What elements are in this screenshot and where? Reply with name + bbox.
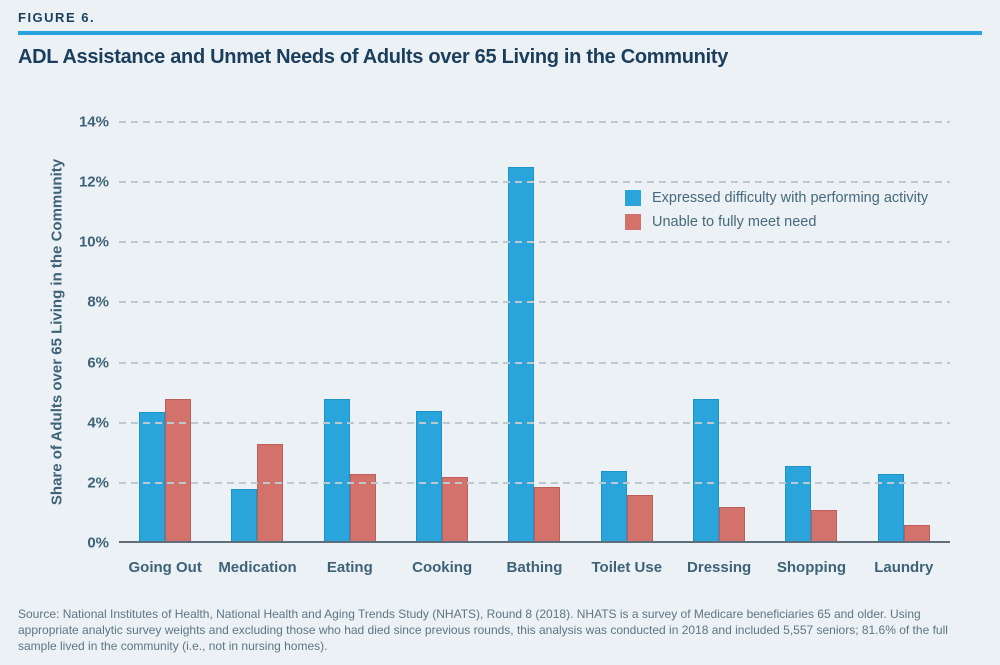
legend-item-unmet: Unable to fully meet need — [625, 214, 928, 230]
bar-group-medication: Medication — [211, 122, 303, 576]
x-axis-line — [119, 541, 950, 543]
y-tick-label-8%: 8% — [87, 293, 109, 311]
bar-unmet-shopping — [811, 509, 838, 543]
bar-unmet-going-out — [165, 398, 192, 543]
gridline-4% — [119, 421, 950, 424]
bar-groups-container: Going Out Medication Eating Cooking Bathing T… — [119, 122, 950, 576]
legend-label-unmet: Unable to fully meet need — [652, 214, 817, 230]
y-tick-label-4%: 4% — [87, 414, 109, 432]
gridline-8% — [119, 301, 950, 304]
y-tick-label-12%: 12% — [78, 173, 109, 191]
bar-unmet-laundry — [903, 524, 930, 543]
x-axis-label-medication: Medication — [218, 559, 297, 576]
bar-group-going-out: Going Out — [119, 122, 211, 576]
bar-difficulty-cooking — [416, 410, 443, 543]
gridline-12% — [119, 181, 950, 184]
gridline-2% — [119, 481, 950, 484]
accent-rule — [18, 31, 982, 35]
gridline-6% — [119, 361, 950, 364]
source-note: Source: National Institutes of Health, N… — [18, 607, 948, 653]
x-axis-label-toilet-use: Toilet Use — [591, 559, 663, 576]
legend: Expressed difficulty with performing act… — [625, 190, 928, 230]
x-axis-label-dressing: Dressing — [687, 559, 752, 576]
bar-group-shopping: Shopping — [765, 122, 857, 576]
gridline-14% — [119, 121, 950, 123]
bar-group-laundry: Laundry — [858, 122, 950, 576]
bar-unmet-dressing — [719, 506, 746, 543]
bar-difficulty-dressing — [693, 398, 720, 543]
x-axis-label-going-out: Going Out — [128, 559, 202, 576]
bar-group-dressing: Dressing — [673, 122, 765, 576]
bar-group-bathing: Bathing — [488, 122, 580, 576]
y-tick-label-6%: 6% — [87, 354, 109, 372]
bar-unmet-cooking — [442, 476, 469, 543]
x-axis-label-shopping: Shopping — [776, 559, 847, 576]
legend-swatch-unmet — [625, 214, 641, 230]
x-axis-label-laundry: Laundry — [874, 559, 934, 576]
bar-difficulty-shopping — [785, 466, 812, 543]
legend-label-difficulty: Expressed difficulty with performing act… — [652, 190, 929, 206]
bar-unmet-toilet-use — [626, 494, 653, 543]
bar-group-eating: Eating — [304, 122, 396, 576]
x-axis-label-bathing: Bathing — [506, 559, 563, 576]
y-tick-label-14%: 14% — [78, 113, 109, 131]
bar-difficulty-bathing — [508, 167, 535, 543]
plot-area: Going Out Medication Eating Cooking Bathing T… — [79, 114, 950, 576]
y-tick-label-0%: 0% — [87, 534, 109, 552]
bar-difficulty-laundry — [877, 473, 904, 543]
bar-difficulty-eating — [323, 398, 350, 543]
legend-swatch-difficulty — [625, 190, 641, 206]
x-axis-label-cooking: Cooking — [412, 559, 473, 576]
y-tick-label-2%: 2% — [87, 474, 109, 492]
bar-difficulty-medication — [231, 488, 258, 543]
bar-unmet-bathing — [534, 487, 561, 543]
bar-difficulty-going-out — [139, 412, 166, 543]
bar-group-toilet-use: Toilet Use — [581, 122, 673, 576]
y-axis-title: Share of Adults over 65 Living in the Co… — [48, 158, 66, 506]
figure-label: FIGURE 6. — [18, 10, 96, 25]
legend-item-difficulty: Expressed difficulty with performing act… — [625, 190, 928, 206]
bar-unmet-eating — [349, 473, 376, 543]
y-tick-label-10%: 10% — [78, 233, 109, 251]
bar-group-cooking: Cooking — [396, 122, 488, 576]
x-axis-label-eating: Eating — [326, 559, 373, 576]
bar-unmet-medication — [257, 443, 284, 543]
chart-title: ADL Assistance and Unmet Needs of Adults… — [18, 46, 729, 68]
gridline-10% — [119, 241, 950, 244]
